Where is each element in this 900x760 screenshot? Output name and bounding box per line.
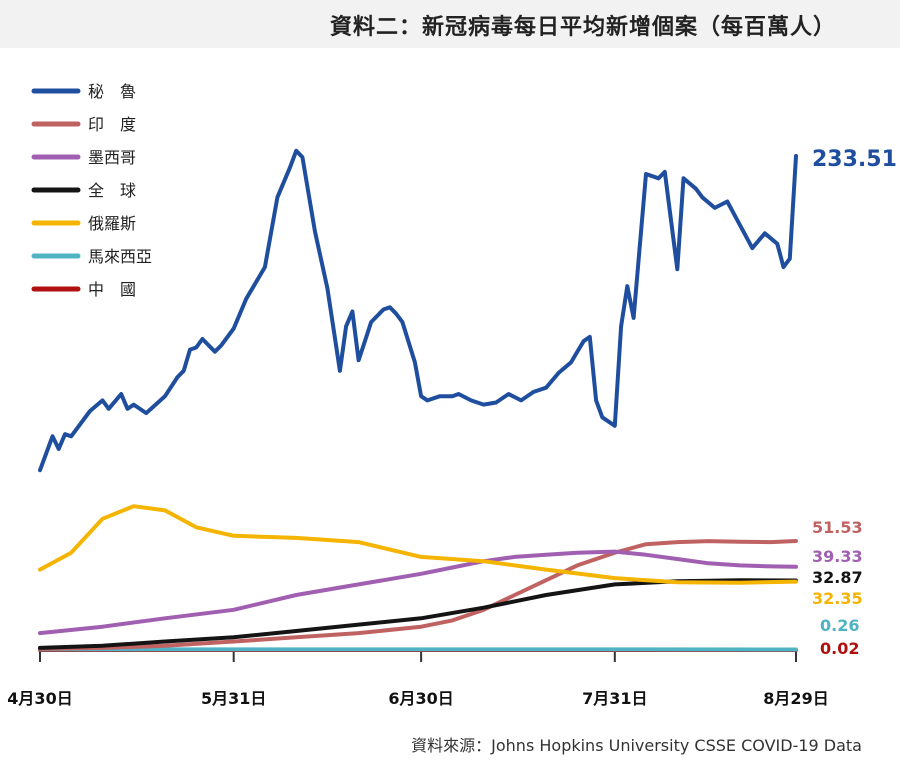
legend-label: 墨西哥	[88, 148, 136, 167]
x-tick-label: 5月31日	[201, 689, 266, 708]
legend-label: 印 度	[88, 115, 136, 134]
legend-label: 全 球	[88, 181, 136, 200]
end-value-label: 39.33	[812, 547, 863, 566]
x-tick-label: 4月30日	[7, 689, 72, 708]
x-tick-label: 7月31日	[582, 689, 647, 708]
series-line-4	[38, 504, 798, 585]
legend-label: 中 國	[88, 280, 136, 299]
series-line-0	[38, 148, 798, 473]
series-line-1	[38, 539, 798, 651]
series-line-3	[38, 578, 798, 650]
title-band	[0, 0, 900, 48]
x-tick-label: 6月30日	[388, 689, 453, 708]
source-note: 資料來源：Johns Hopkins University CSSE COVID…	[411, 736, 862, 755]
legend-label: 秘 魯	[88, 82, 136, 101]
legend-label: 馬來西亞	[88, 247, 152, 266]
end-value-label: 51.53	[812, 518, 863, 537]
legend-label: 俄羅斯	[88, 214, 136, 233]
end-value-label: 0.26	[820, 616, 859, 635]
end-value-label: 32.87	[812, 568, 863, 587]
x-tick-label: 8月29日	[763, 689, 828, 708]
end-value-label: 233.51	[812, 147, 897, 172]
series-line-2	[38, 549, 798, 636]
chart-title: 資料二：新冠病毒每日平均新增個案（每百萬人）	[329, 15, 836, 40]
end-value-label: 0.02	[820, 639, 859, 658]
end-value-label: 32.35	[812, 589, 863, 608]
